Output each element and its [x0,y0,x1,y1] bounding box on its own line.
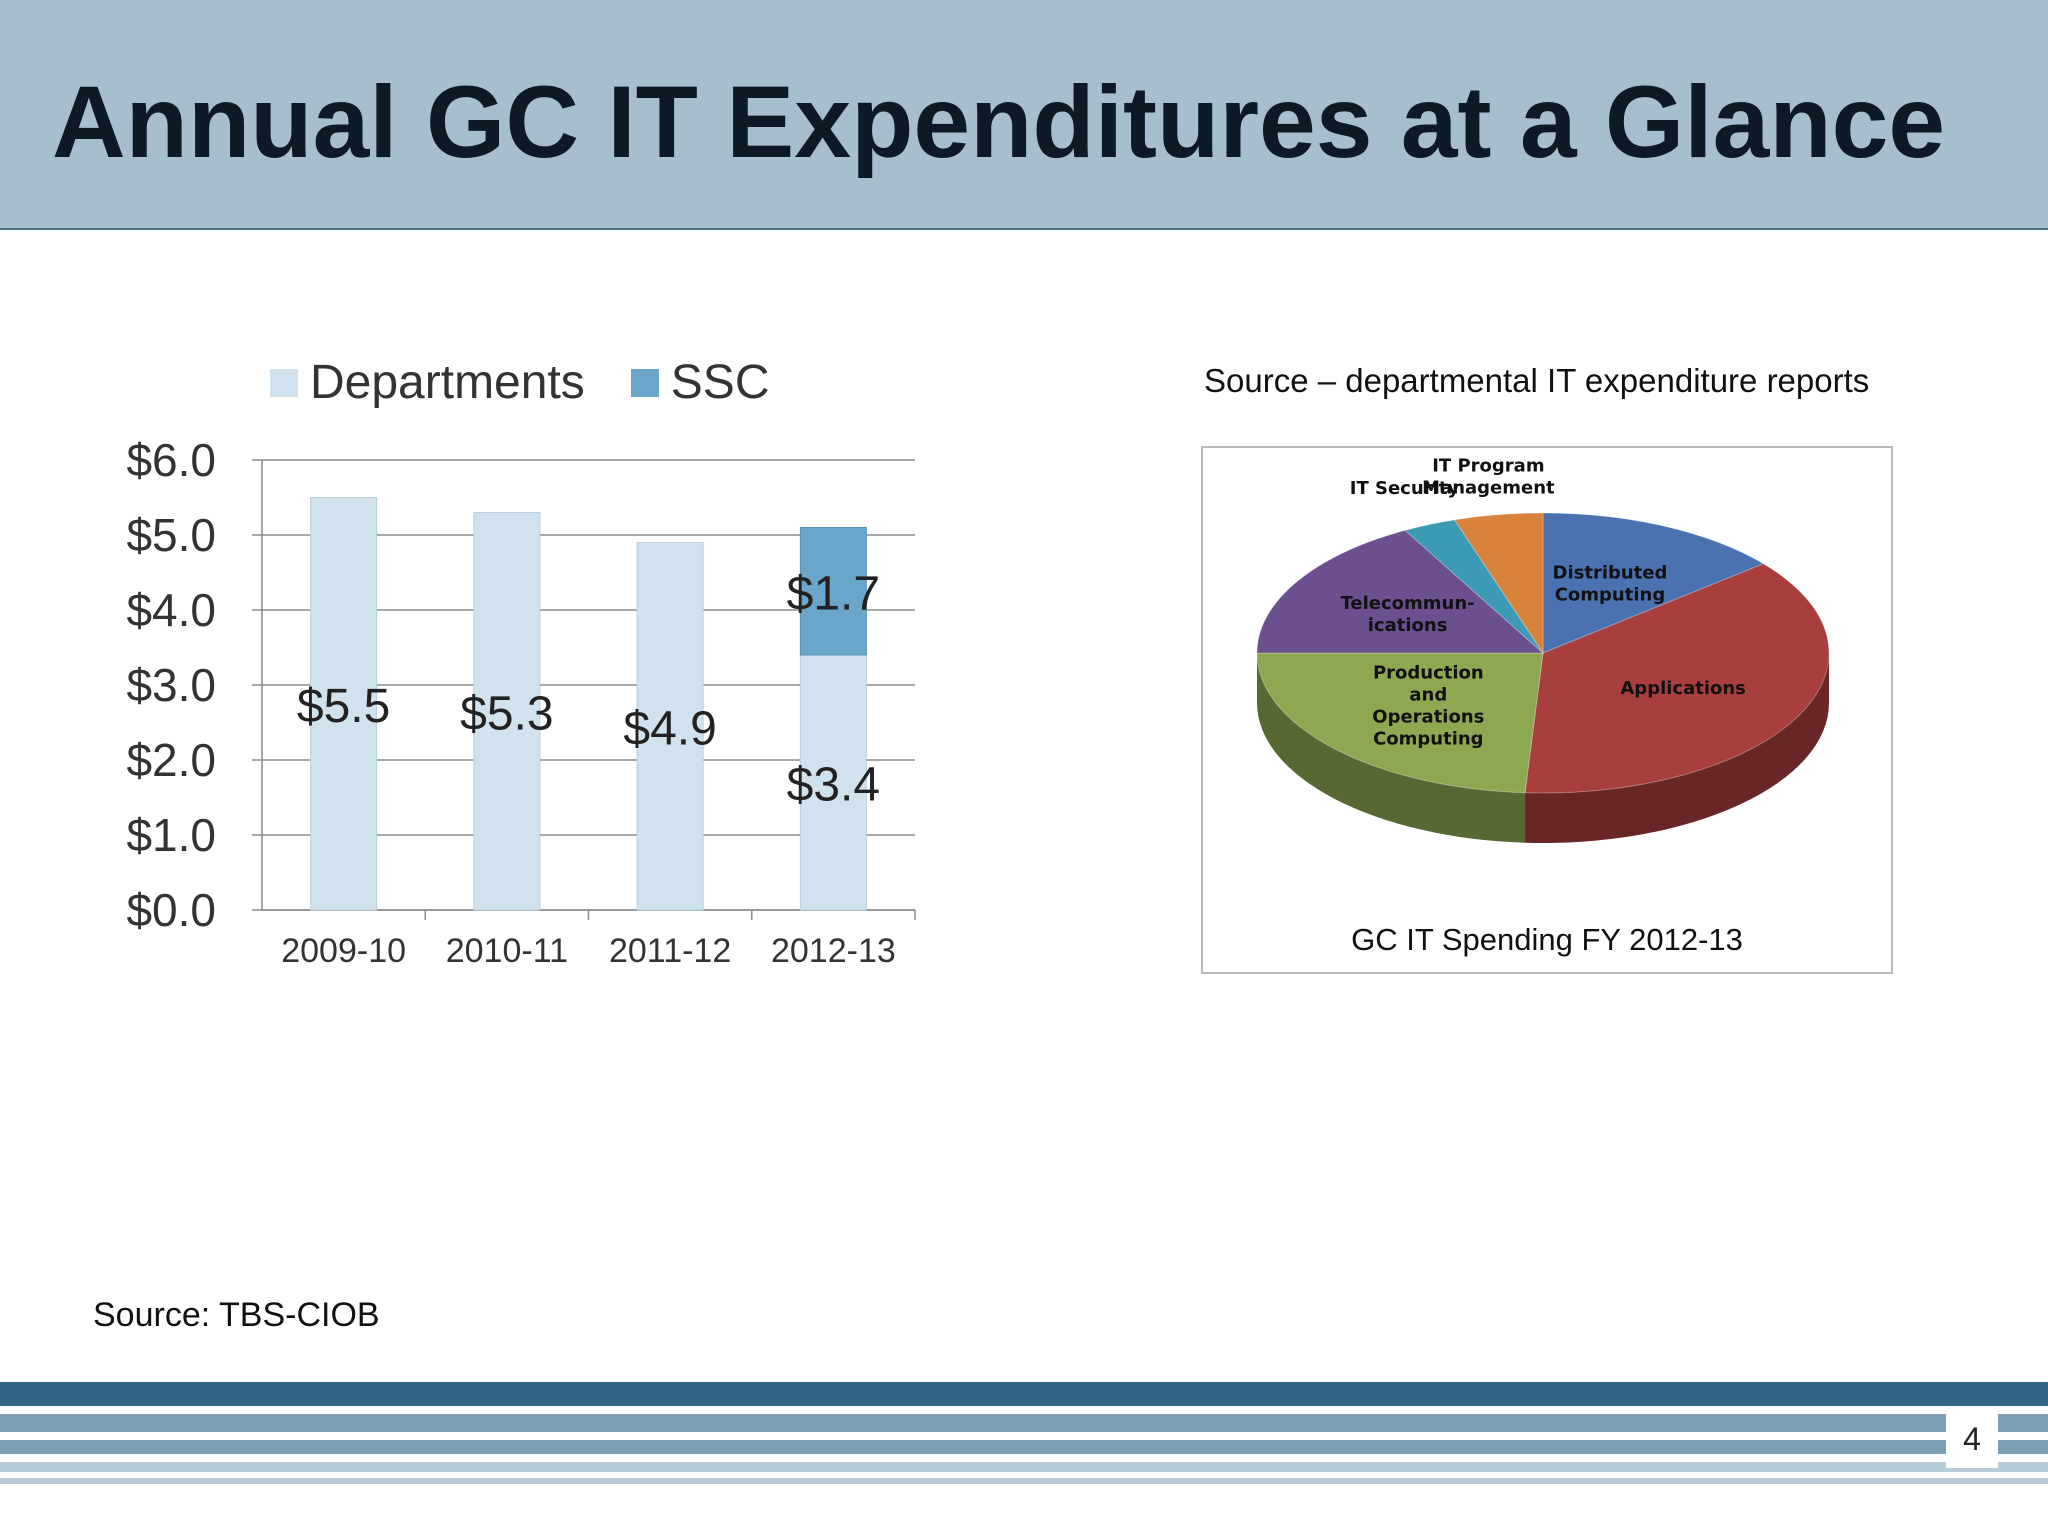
legend-item-ssc: SSC [630,355,770,410]
pie-label-distributed-computing: Distributed Computing [1553,562,1668,605]
bar-departments-2010-11 [473,512,541,911]
pie-label-it-program-management: IT Program Management [1422,455,1555,498]
footer-stripe-5 [0,1478,2048,1484]
x-tick-label: 2010-11 [446,932,568,970]
bar-chart: Departments SSC $6.0 $5.0 $4.0 $3.0 $2.0 $1.0… [100,335,940,985]
y-tick-label: $4.0 [126,584,216,636]
legend-label-ssc: SSC [670,356,770,409]
y-tick-label: $6.0 [126,434,216,486]
y-tick-label: $0.0 [126,884,216,936]
footer-stripe-4 [0,1462,2048,1472]
bar-data-label: $5.3 [460,687,553,740]
pie-label-applications: Applications [1620,678,1746,699]
footer-stripe-1 [0,1382,2048,1406]
pie-slice-telecommunications [1256,529,1545,654]
bar-departments-2009-10 [310,497,378,911]
legend-label-departments: Departments [310,356,585,409]
y-tick-label: $2.0 [126,734,216,786]
pie-slice-distributed-computing [1542,512,1765,654]
slide-title: Annual GC IT Expenditures at a Glance [52,65,1946,179]
y-tick-label: $3.0 [126,659,216,711]
bar-data-label: $3.4 [787,759,880,812]
pie-chart-title: GC IT Spending FY 2012-13 [1351,922,1743,957]
pie-side-applications [1525,653,1829,843]
legend-swatch-ssc [630,368,659,397]
page-number: 4 [1946,1410,1998,1468]
pie-label-it-security: IT Security [1350,478,1460,499]
bar-data-label: $1.7 [787,567,880,620]
y-tick-label: $1.0 [126,809,216,861]
pie-slice-applications [1524,563,1830,794]
pie-slice-it-security [1404,519,1544,654]
pie-side-production-and-operations-computing [1257,653,1526,843]
pie-label-telecommunications: Telecommun-ications [1341,593,1475,636]
bar-departments-2011-12 [636,542,704,911]
legend-swatch-departments [270,368,298,397]
x-tick-label: 2011-12 [609,932,731,970]
bar-data-label: $4.9 [623,702,716,755]
pie-slice-it-program-management [1453,512,1544,655]
bar-ssc-2012-13 [799,527,867,656]
title-bar: Annual GC IT Expenditures at a Glance [0,0,2048,230]
x-tick-label: 2012-13 [771,932,896,970]
y-tick-label: $5.0 [126,509,216,561]
bar-chart-svg: $6.0 $5.0 $4.0 $3.0 $2.0 $1.0 $0.0 2009-10 2010-… [126,434,916,970]
legend-item-departments: Departments [270,355,585,410]
bar-chart-legend: Departments SSC [270,355,815,410]
footer-stripe-2 [0,1414,2048,1432]
slide-source-note: Source: TBS-CIOB [93,1296,380,1334]
pie-label-production-and-operations-computing: Production and Operations Computing [1372,663,1484,750]
x-tick-label: 2009-10 [281,932,406,970]
pie-slice-production-and-operations-computing [1256,652,1544,794]
pie-chart-svg: Distributed Computing Applications Producti… [1256,455,1830,843]
pie-chart-frame: Distributed Computing Applications Producti… [1201,446,1893,974]
pie-source-note: Source – departmental IT expenditure rep… [1204,362,1870,399]
bar-data-label: $5.5 [297,680,390,733]
footer-stripe-3 [0,1440,2048,1454]
bar-departments-2012-13 [799,654,867,911]
